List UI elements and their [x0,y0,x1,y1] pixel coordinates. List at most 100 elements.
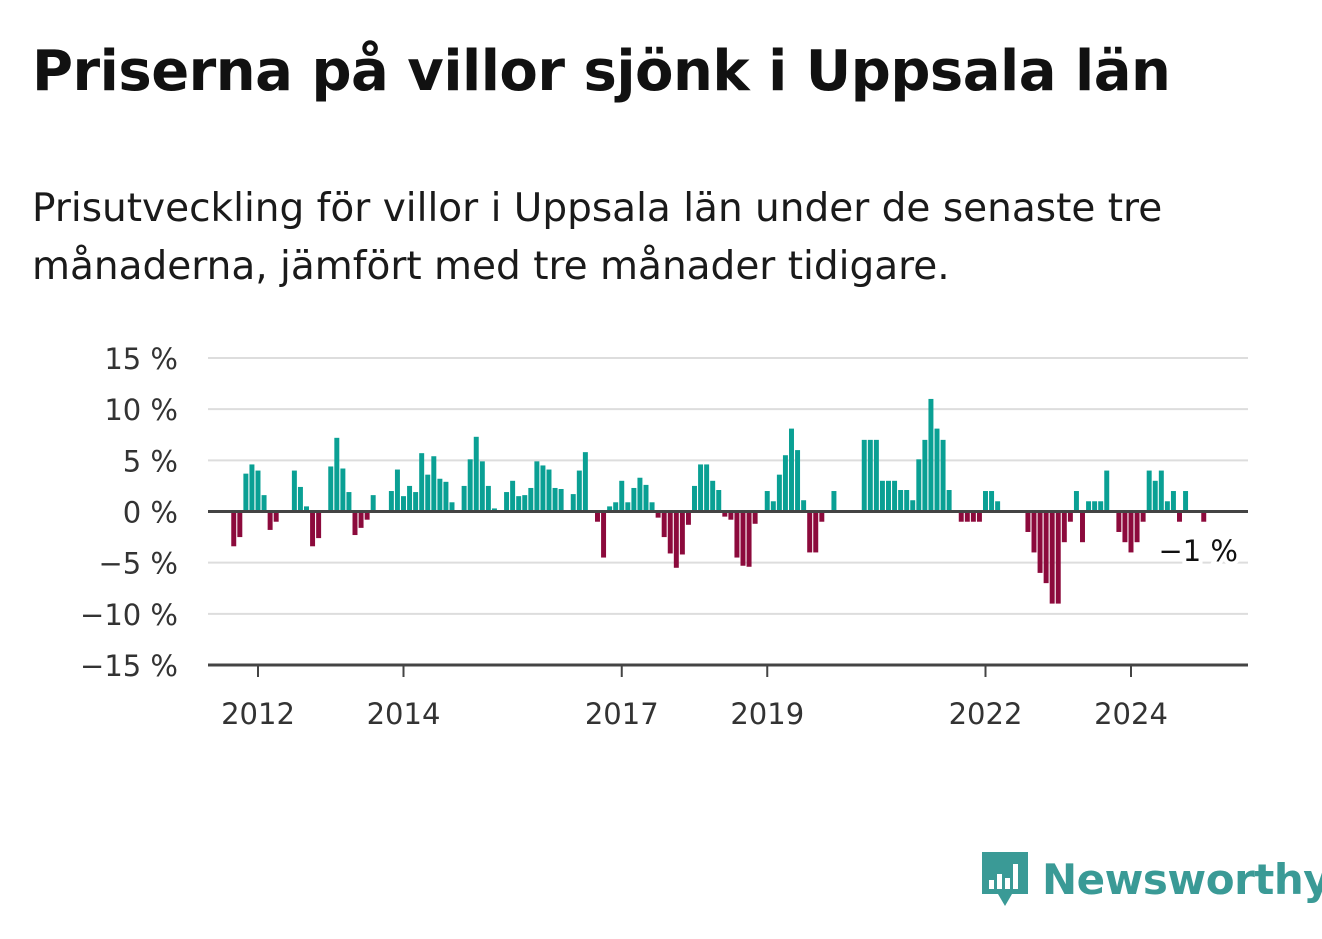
bar [431,456,437,512]
bar [607,506,613,512]
bar [964,511,970,522]
bar [1170,491,1176,512]
bar [243,473,249,512]
bar [449,502,455,512]
bar [631,487,637,512]
bar [1201,511,1207,522]
bar [801,500,807,512]
bar [1049,511,1055,604]
bar [958,511,964,522]
bar [582,452,588,512]
bar [722,511,728,517]
bar [1031,511,1037,553]
bar [976,511,982,522]
bar [934,428,940,512]
bar [710,480,716,512]
bar [1055,511,1061,604]
bar [1025,511,1031,532]
brand-name: Newsworthy [1042,854,1322,904]
bar [613,502,619,512]
bar [491,508,497,512]
bar [1086,501,1092,512]
bar [746,511,752,567]
last-value-label: −1 % [1158,534,1238,568]
bar [916,459,922,512]
bar [873,439,879,512]
bar [807,511,813,553]
bar [249,464,255,512]
y-tick-label: 5 % [123,444,178,478]
axes [208,510,1248,667]
x-tick-label: 2022 [949,697,1023,731]
bar [886,480,891,512]
bar [425,474,431,512]
bar [1183,491,1189,512]
y-tick-label: −15 % [80,649,178,683]
bar [892,480,898,512]
bar [673,511,679,568]
bar [782,455,788,512]
y-tick-label: 15 % [104,342,178,376]
bar [407,485,413,512]
bar [940,439,946,512]
bar [1098,501,1104,512]
bar [570,494,576,512]
bar [970,511,976,522]
x-tick-label: 2017 [585,697,659,731]
bar [643,484,649,512]
bar [831,491,837,512]
bar [728,511,734,520]
bar [922,439,928,512]
bar [267,511,273,530]
bar [637,477,643,512]
bar [904,490,910,512]
x-tick-label: 2012 [221,697,295,731]
bar [370,495,376,512]
bar [989,491,995,512]
bar [479,461,485,512]
x-tick-label: 2019 [730,697,804,731]
bar [861,439,867,512]
bar [1164,501,1170,512]
bar [273,511,279,522]
bar [467,459,473,512]
bar [1037,511,1043,573]
bar [316,511,322,539]
bar [546,469,552,512]
bar [734,511,740,558]
bar [795,450,801,512]
bar [340,468,346,512]
bar [1140,511,1146,522]
newsworthy-logo-icon [982,852,1028,906]
bar [946,490,952,512]
bar [297,486,303,512]
bar [679,511,685,555]
bar [304,506,309,512]
bar [819,511,825,522]
bar [1043,511,1049,584]
bar [310,511,316,547]
bar [770,501,776,512]
bar [237,511,243,538]
bar [334,437,340,512]
bar [789,428,794,512]
bar [740,511,746,566]
bar [255,470,261,512]
bar [261,495,267,512]
bar [558,488,564,512]
bar [576,470,582,512]
y-tick-label: 0 % [123,496,178,530]
bar [649,502,655,512]
bar [522,495,528,512]
bar [752,511,758,524]
bar [776,474,782,512]
bar [388,491,394,512]
bar [346,492,352,512]
bar [516,496,522,512]
bar [655,511,661,518]
bar [231,511,237,547]
bar [928,398,934,512]
bar [601,511,607,558]
bar [704,464,710,512]
bar [667,511,673,554]
